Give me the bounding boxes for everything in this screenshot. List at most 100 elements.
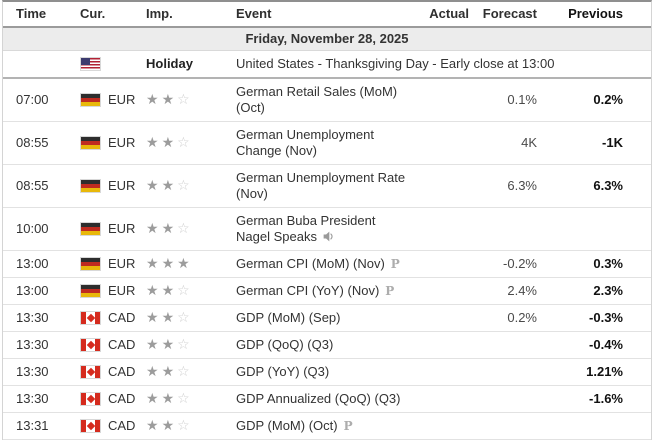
star-filled-icon: ★ xyxy=(146,337,162,353)
event-title[interactable]: GDP (MoM) (Oct) xyxy=(236,418,338,433)
ca-flag-icon xyxy=(80,338,101,352)
star-empty-icon: ☆ xyxy=(177,135,193,151)
importance-stars: ★★☆ xyxy=(139,310,227,326)
forecast-value: 0.2% xyxy=(507,310,537,325)
star-filled-icon: ★ xyxy=(161,178,178,194)
star-filled-icon: ★ xyxy=(146,310,162,326)
star-filled-icon: ★ xyxy=(161,221,178,237)
column-header-importance: Imp. xyxy=(146,6,173,21)
event-time: 08:55 xyxy=(16,135,49,150)
calendar-event-row[interactable]: 10:00 EUR ★★☆ German Buba President Nage… xyxy=(3,208,651,251)
forecast-value: 4K xyxy=(521,135,537,150)
star-filled-icon: ★ xyxy=(161,135,178,151)
importance-stars: ★★☆ xyxy=(139,283,227,299)
calendar-event-row[interactable]: 07:00 EUR ★★☆ German Retail Sales (MoM) … xyxy=(3,79,651,122)
star-filled-icon: ★ xyxy=(146,92,162,108)
previous-value: 2.3% xyxy=(593,283,623,298)
event-title[interactable]: German Retail Sales (MoM) (Oct) xyxy=(236,84,398,115)
star-empty-icon: ☆ xyxy=(177,364,193,380)
column-header-forecast: Forecast xyxy=(482,6,537,21)
calendar-event-row[interactable]: 08:55 EUR ★★☆ German Unemployment Change… xyxy=(3,122,651,165)
event-title[interactable]: German Unemployment Rate (Nov) xyxy=(236,170,406,201)
calendar-event-row[interactable]: 13:00 EUR ★★☆ German CPI (YoY) (Nov) P 2.… xyxy=(3,278,651,305)
previous-value: 1.21% xyxy=(586,364,623,379)
currency-code: CAD xyxy=(108,310,136,325)
de-flag-icon xyxy=(80,136,101,150)
previous-value: 6.3% xyxy=(593,178,623,193)
previous-value: -1.6% xyxy=(589,391,623,406)
previous-value: 0.3% xyxy=(593,256,623,271)
de-flag-icon xyxy=(80,179,101,193)
ca-flag-icon xyxy=(80,311,101,325)
star-empty-icon: ☆ xyxy=(177,391,193,407)
column-header-time: Time xyxy=(16,6,47,21)
event-time: 08:55 xyxy=(16,178,49,193)
currency-code: EUR xyxy=(108,92,136,107)
event-title[interactable]: German CPI (MoM) (Nov) xyxy=(236,256,385,271)
previous-value: -0.4% xyxy=(589,337,623,352)
event-time: 13:30 xyxy=(16,391,49,406)
calendar-event-row[interactable]: 13:31 CAD ★★☆ GDP (MoM) (Oct) P xyxy=(3,413,651,440)
event-title[interactable]: GDP (QoQ) (Q3) xyxy=(236,337,334,352)
preliminary-icon: P xyxy=(390,257,400,271)
importance-stars: ★★★ xyxy=(139,256,227,272)
calendar-event-row[interactable]: 13:30 CAD ★★☆ GDP (QoQ) (Q3)P -0.4% xyxy=(3,332,651,359)
forecast-value: -0.2% xyxy=(503,256,537,271)
column-header-actual: Actual xyxy=(429,6,469,21)
star-filled-icon: ★ xyxy=(161,418,178,434)
event-time: 13:31 xyxy=(16,418,49,433)
de-flag-icon xyxy=(80,93,101,107)
event-title[interactable]: GDP (YoY) (Q3) xyxy=(236,364,330,379)
star-filled-icon: ★ xyxy=(146,256,162,272)
event-time: 13:00 xyxy=(16,256,49,271)
star-filled-icon: ★ xyxy=(146,283,162,299)
calendar-event-row[interactable]: 13:00 EUR ★★★ German CPI (MoM) (Nov) P -0… xyxy=(3,251,651,278)
previous-value: 0.2% xyxy=(593,92,623,107)
star-filled-icon: ★ xyxy=(161,310,178,326)
star-empty-icon: ☆ xyxy=(177,337,193,353)
calendar-event-row[interactable]: 13:30 CAD ★★☆ GDP (YoY) (Q3)P 1.21% xyxy=(3,359,651,386)
us-flag-icon xyxy=(80,57,101,71)
column-header-event: Event xyxy=(236,6,272,21)
forecast-value: 0.1% xyxy=(507,92,537,107)
calendar-event-row[interactable]: 13:30 CAD ★★☆ GDP Annualized (QoQ) (Q3)P… xyxy=(3,386,651,413)
star-empty-icon: ☆ xyxy=(177,418,193,434)
currency-code: EUR xyxy=(108,178,136,193)
star-empty-icon: ☆ xyxy=(177,221,193,237)
event-title[interactable]: GDP (MoM) (Sep) xyxy=(236,310,341,325)
date-header-label: Friday, November 28, 2025 xyxy=(245,31,409,46)
currency-code: CAD xyxy=(108,364,136,379)
star-filled-icon: ★ xyxy=(161,92,178,108)
star-filled-icon: ★ xyxy=(146,221,162,237)
currency-code: CAD xyxy=(108,337,136,352)
star-empty-icon: ☆ xyxy=(177,178,193,194)
star-filled-icon: ★ xyxy=(146,418,162,434)
calendar-event-row[interactable]: 13:30 CAD ★★☆ GDP (MoM) (Sep)P 0.2% -0.3… xyxy=(3,305,651,332)
de-flag-icon xyxy=(80,257,101,271)
event-title[interactable]: GDP Annualized (QoQ) (Q3) xyxy=(236,391,401,406)
event-time: 13:30 xyxy=(16,310,49,325)
importance-stars: ★★☆ xyxy=(139,418,227,434)
holiday-event-title: United States - Thanksgiving Day - Early… xyxy=(236,56,555,71)
event-title[interactable]: German Unemployment Change (Nov) xyxy=(236,127,374,158)
calendar-event-row[interactable]: 08:55 EUR ★★☆ German Unemployment Rate (… xyxy=(3,165,651,208)
star-filled-icon: ★ xyxy=(146,364,162,380)
forecast-value: 6.3% xyxy=(507,178,537,193)
column-header-currency: Cur. xyxy=(80,6,106,21)
star-filled-icon: ★ xyxy=(146,391,162,407)
importance-stars: ★★☆ xyxy=(139,178,227,194)
column-header-previous: Previous xyxy=(568,6,623,21)
speaker-icon xyxy=(323,231,333,242)
holiday-row[interactable]: Holiday United States - Thanksgiving Day… xyxy=(3,51,651,79)
currency-code: EUR xyxy=(108,135,136,150)
star-filled-icon: ★ xyxy=(146,135,162,151)
importance-stars: ★★☆ xyxy=(139,92,227,108)
event-time: 10:00 xyxy=(16,221,49,236)
event-title[interactable]: German Buba President Nagel Speaks xyxy=(236,213,376,244)
star-filled-icon: ★ xyxy=(161,283,178,299)
forecast-value: 2.4% xyxy=(507,283,537,298)
event-title[interactable]: German CPI (YoY) (Nov) xyxy=(236,283,380,298)
de-flag-icon xyxy=(80,222,101,236)
importance-stars: ★★☆ xyxy=(139,364,227,380)
